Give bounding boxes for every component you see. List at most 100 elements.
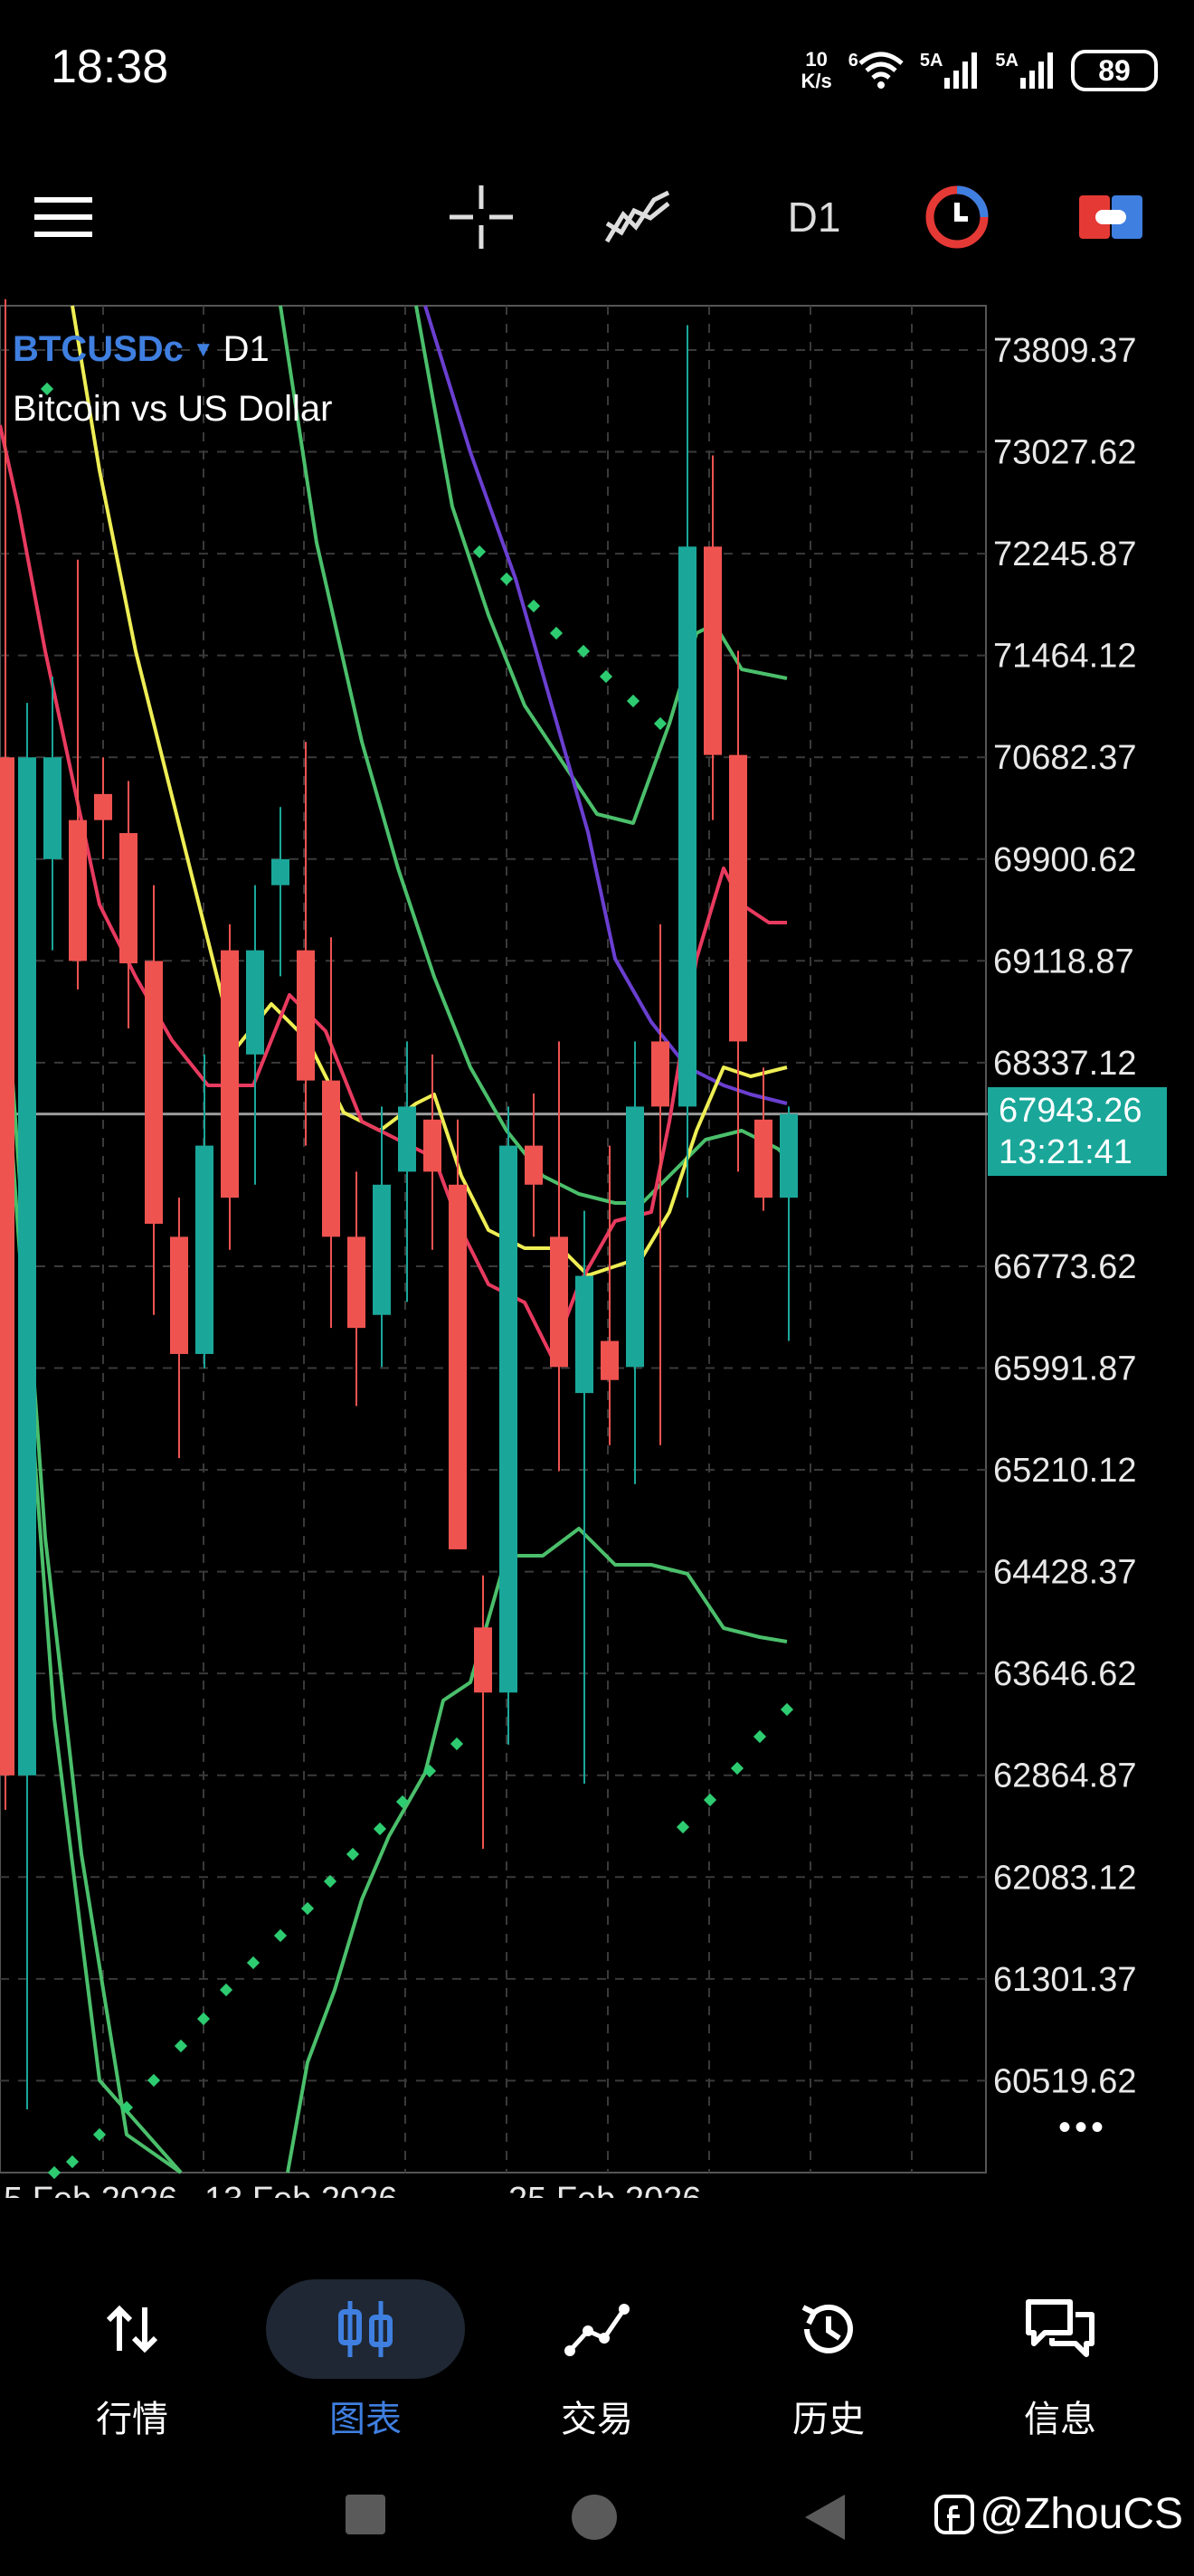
bear-candle: [297, 950, 315, 1081]
bull-candle: [195, 1145, 213, 1354]
home-button[interactable]: [570, 2493, 619, 2546]
sar-dot: [599, 669, 613, 684]
status-time: 18:38: [51, 41, 169, 93]
one-click-trading-button[interactable]: [919, 181, 995, 253]
sar-dot: [47, 2165, 62, 2180]
price-tick-label: 65210.12: [993, 1452, 1137, 1490]
bear-candle: [704, 546, 722, 755]
bear-candle: [94, 793, 112, 820]
watermark: @ZhouCS: [934, 2489, 1183, 2539]
sar-dot: [576, 644, 591, 658]
ma-purple-line: [423, 305, 788, 1105]
bear-candle: [729, 754, 747, 1042]
recent-apps-button[interactable]: [344, 2493, 387, 2541]
sar-dot: [346, 1847, 360, 1861]
chart-more-button[interactable]: •••: [1058, 2107, 1108, 2147]
sar-dot: [653, 716, 668, 731]
bear-candle: [119, 833, 137, 964]
bull-candle: [626, 1106, 644, 1368]
battery-indicator: 89: [1071, 50, 1158, 91]
indicators-button[interactable]: [597, 181, 678, 253]
crosshair-button[interactable]: [443, 181, 519, 253]
price-axis: 73809.37 73027.62 72245.87 71464.12 70682.37…: [993, 332, 1137, 2100]
bull-candle: [398, 1106, 416, 1172]
wifi-icon: 6: [848, 51, 904, 90]
sar-dot: [549, 626, 564, 640]
date-tick-label: 13 Feb 2026: [204, 2181, 397, 2198]
bull-candle: [373, 1184, 391, 1315]
new-order-button[interactable]: [1073, 181, 1149, 253]
price-tick-label: 71464.12: [993, 638, 1137, 676]
bull-candle: [271, 858, 289, 886]
trend-line-icon: [498, 2279, 696, 2379]
sar-dot: [246, 1956, 261, 1970]
triangle-back-icon: [805, 2495, 845, 2540]
bear-candle: [525, 1145, 543, 1185]
bear-candle: [449, 1184, 467, 1549]
nav-messages[interactable]: 信息: [961, 2279, 1160, 2460]
back-button[interactable]: [801, 2493, 847, 2546]
sar-dot: [450, 1737, 464, 1751]
timeframe-button[interactable]: D1: [787, 194, 841, 241]
bear-candle: [474, 1627, 492, 1693]
sar-dot: [373, 1822, 387, 1836]
sar-dot: [703, 1793, 717, 1807]
nav-trade[interactable]: 交易: [498, 2279, 696, 2460]
sar-dot: [219, 1983, 233, 1997]
caret-down-icon: ▼: [192, 336, 214, 362]
order-icon: [1079, 195, 1142, 239]
price-tick-label: 70682.37: [993, 739, 1137, 777]
lower-band-line: [0, 904, 183, 2174]
signal-sim1-icon: 5A: [920, 51, 980, 90]
bull-candle: [43, 757, 62, 859]
sar-dot: [753, 1729, 767, 1744]
price-tick-label: 61301.37: [993, 1961, 1137, 1999]
sar-dot: [147, 2073, 161, 2088]
candlestick-icon: [266, 2279, 465, 2379]
price-tick-label: 66773.62: [993, 1248, 1137, 1286]
price-tick-label: 62864.87: [993, 1757, 1137, 1795]
price-tick-label: 69900.62: [993, 841, 1137, 879]
nav-history[interactable]: 历史: [729, 2279, 928, 2460]
sar-dot: [174, 2039, 188, 2053]
nav-quotes[interactable]: 行情: [33, 2279, 232, 2460]
sar-dot: [273, 1928, 288, 1943]
bear-candle: [601, 1340, 619, 1380]
price-chart[interactable]: 73809.37 73027.62 72245.87 71464.12 70682.37…: [0, 298, 1194, 2198]
sar-dot: [65, 2155, 80, 2169]
bear-candle: [145, 961, 163, 1224]
bull-candle: [499, 1145, 517, 1693]
current-price: 67943.26: [999, 1092, 1142, 1130]
upper-band-line: [279, 305, 789, 1205]
price-tick-label: 72245.87: [993, 535, 1137, 573]
bull-candle: [678, 546, 696, 1107]
bar-countdown: 13:21:41: [999, 1133, 1132, 1171]
date-tick-label: 5 Feb 2026: [4, 2181, 177, 2198]
price-tick-label: 68337.12: [993, 1045, 1137, 1083]
date-tick-label: 25 Feb 2026: [508, 2181, 701, 2198]
sar-dot: [395, 1795, 410, 1809]
date-axis: 5 Feb 2026 13 Feb 2026 25 Feb 2026: [4, 2181, 701, 2198]
sar-dot: [676, 1820, 690, 1834]
price-tick-label: 69118.87: [993, 942, 1134, 980]
bear-candle: [0, 757, 14, 1776]
price-tick-label: 73027.62: [993, 434, 1137, 472]
network-speed: 10 K/s: [801, 48, 832, 92]
symbol-selector[interactable]: BTCUSDc ▼ D1: [13, 329, 270, 370]
ma-yellow-line: [71, 305, 788, 1277]
current-price-label: 67943.26 13:21:41: [988, 1087, 1167, 1176]
price-tick-label: 73809.37: [993, 332, 1137, 370]
upper-band-line: [414, 305, 788, 825]
nav-chart[interactable]: 图表: [266, 2279, 465, 2460]
history-clock-icon: [729, 2279, 928, 2379]
menu-button[interactable]: [27, 181, 100, 253]
sar-dot: [499, 572, 514, 586]
bear-candle: [347, 1236, 365, 1329]
bear-candle: [322, 1080, 340, 1237]
bull-candle: [246, 950, 264, 1055]
indicator-icon: [604, 190, 670, 243]
symbol-name: BTCUSDc: [13, 329, 184, 369]
circle-icon: [572, 2495, 617, 2540]
square-icon: [346, 2495, 385, 2534]
bear-candle: [754, 1119, 772, 1198]
